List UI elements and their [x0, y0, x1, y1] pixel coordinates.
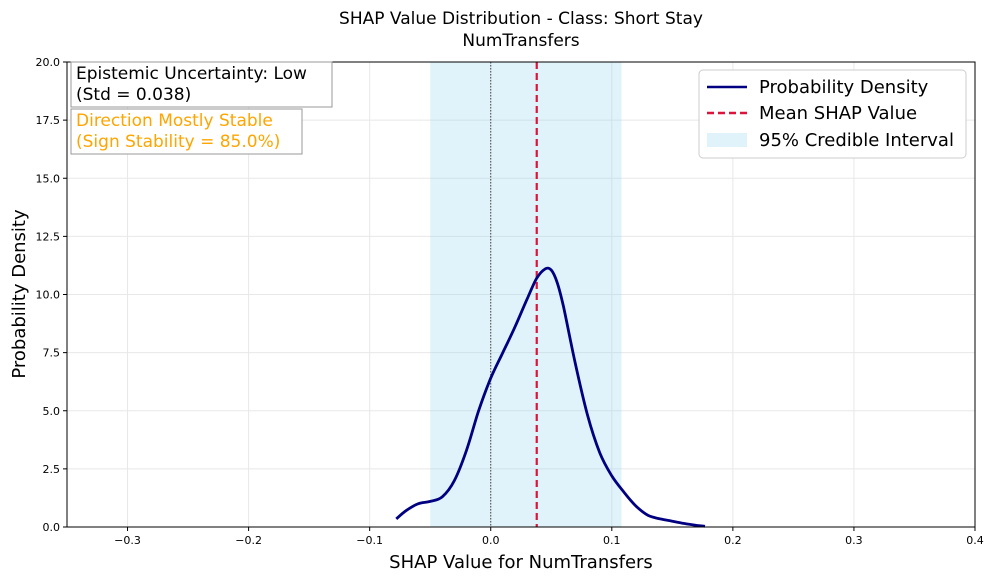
- credible-interval-band: [430, 62, 622, 527]
- direction-box: [70, 108, 303, 155]
- y-tick-label: 10.0: [36, 289, 61, 302]
- density-curve: [395, 266, 706, 528]
- legend-interval-swatch: [707, 133, 747, 147]
- y-tick-label: 5.0: [43, 405, 61, 418]
- direction-line1: Direction Mostly Stable: [76, 111, 273, 131]
- x-tick-label: 0.2: [724, 534, 742, 547]
- direction-line2: (Sign Stability = 85.0%): [76, 132, 280, 152]
- y-tick-label: 0.0: [43, 521, 61, 534]
- x-tick-label: 0.0: [482, 534, 500, 547]
- chart-title: SHAP Value Distribution - Class: Short S…: [339, 9, 703, 29]
- x-tick-label: −0.3: [114, 534, 141, 547]
- x-tick-label: 0.4: [966, 534, 984, 547]
- legend: Probability Density Mean SHAP Value 95% …: [698, 69, 967, 159]
- x-tick-label: 0.3: [845, 534, 863, 547]
- credible-interval-layer: [430, 62, 622, 527]
- legend-interval-label: 95% Credible Interval: [759, 130, 954, 151]
- y-tick-label: 2.5: [43, 463, 61, 476]
- uncertainty-line2: (Std = 0.038): [76, 85, 191, 105]
- y-tick-label: 15.0: [36, 172, 61, 185]
- x-tick-label: −0.2: [235, 534, 262, 547]
- x-tick-label: −0.1: [356, 534, 383, 547]
- y-tick-label: 12.5: [36, 230, 61, 243]
- x-axis-label: SHAP Value for NumTransfers: [389, 552, 653, 573]
- y-tick-label: 20.0: [36, 56, 61, 69]
- uncertainty-box: [70, 61, 333, 108]
- uncertainty-line1: Epistemic Uncertainty: Low: [76, 64, 307, 84]
- density-layer: [395, 266, 706, 528]
- y-axis-label: Probability Density: [9, 209, 30, 379]
- uncertainty-annotation: Epistemic Uncertainty: Low (Std = 0.038): [70, 61, 333, 108]
- ticks-layer: −0.3 −0.2 −0.1 0.0 0.1 0.2 0.3 0.4 0.0 2.5 5.0 7.5 1…: [36, 56, 984, 547]
- x-tick-label: 0.1: [603, 534, 621, 547]
- y-tick-label: 7.5: [43, 347, 61, 360]
- direction-annotation: Direction Mostly Stable (Sign Stability …: [70, 108, 303, 155]
- reference-lines-layer: [490, 62, 538, 527]
- legend-density-label: Probability Density: [759, 77, 929, 98]
- legend-box: [698, 69, 967, 159]
- y-tick-label: 17.5: [36, 114, 61, 127]
- chart-subtitle: NumTransfers: [462, 31, 579, 51]
- legend-mean-label: Mean SHAP Value: [759, 103, 917, 124]
